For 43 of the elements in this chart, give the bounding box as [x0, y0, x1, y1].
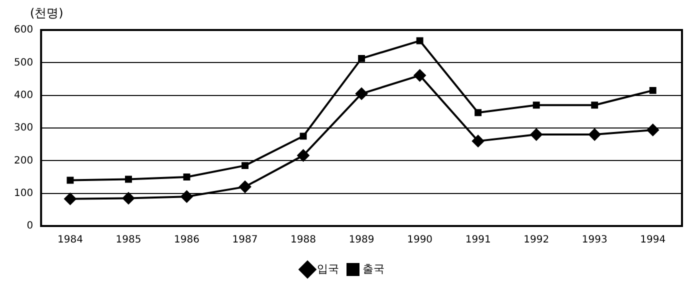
- y-axis-title: (천명): [30, 6, 64, 20]
- point: [416, 37, 424, 44]
- point: [183, 174, 190, 180]
- y-tick-label: 100: [14, 188, 34, 199]
- x-tick-label: 1987: [232, 234, 258, 246]
- point: [297, 149, 310, 162]
- y-tick-label: 300: [14, 122, 34, 134]
- y-tick-label: 500: [14, 57, 34, 68]
- point: [122, 192, 134, 204]
- point: [472, 135, 484, 148]
- point: [591, 102, 598, 109]
- x-tick-label: 1985: [116, 234, 142, 246]
- x-tick-label: 1984: [57, 234, 83, 246]
- point: [242, 162, 248, 170]
- point: [239, 180, 252, 193]
- point: [532, 102, 540, 109]
- point: [64, 192, 76, 205]
- point: [66, 176, 74, 184]
- point: [358, 54, 366, 62]
- point: [530, 128, 542, 141]
- point: [356, 88, 368, 100]
- point: [180, 190, 193, 203]
- point: [588, 128, 601, 141]
- legend-label: 출국: [362, 262, 384, 276]
- point: [474, 109, 482, 116]
- y-tick-label: 200: [14, 155, 34, 166]
- y-tick-label: 600: [14, 24, 34, 36]
- point: [300, 132, 307, 140]
- x-tick-label: 1992: [524, 234, 550, 246]
- x-tick-label: 1990: [407, 234, 433, 246]
- legend-label: 입국: [317, 262, 339, 276]
- x-tick-label: 1986: [174, 234, 200, 246]
- x-tick-label: 1988: [290, 234, 316, 246]
- point: [649, 86, 656, 94]
- point: [646, 124, 659, 136]
- x-tick-label: 1989: [348, 234, 374, 246]
- point: [414, 69, 426, 82]
- x-tick-label: 1994: [640, 234, 666, 246]
- y-tick-label: 0: [26, 220, 34, 232]
- y-tick-label: 400: [14, 90, 34, 101]
- x-tick-label: 1993: [582, 234, 608, 246]
- x-tick-label: 1991: [465, 234, 491, 246]
- point: [125, 176, 132, 183]
